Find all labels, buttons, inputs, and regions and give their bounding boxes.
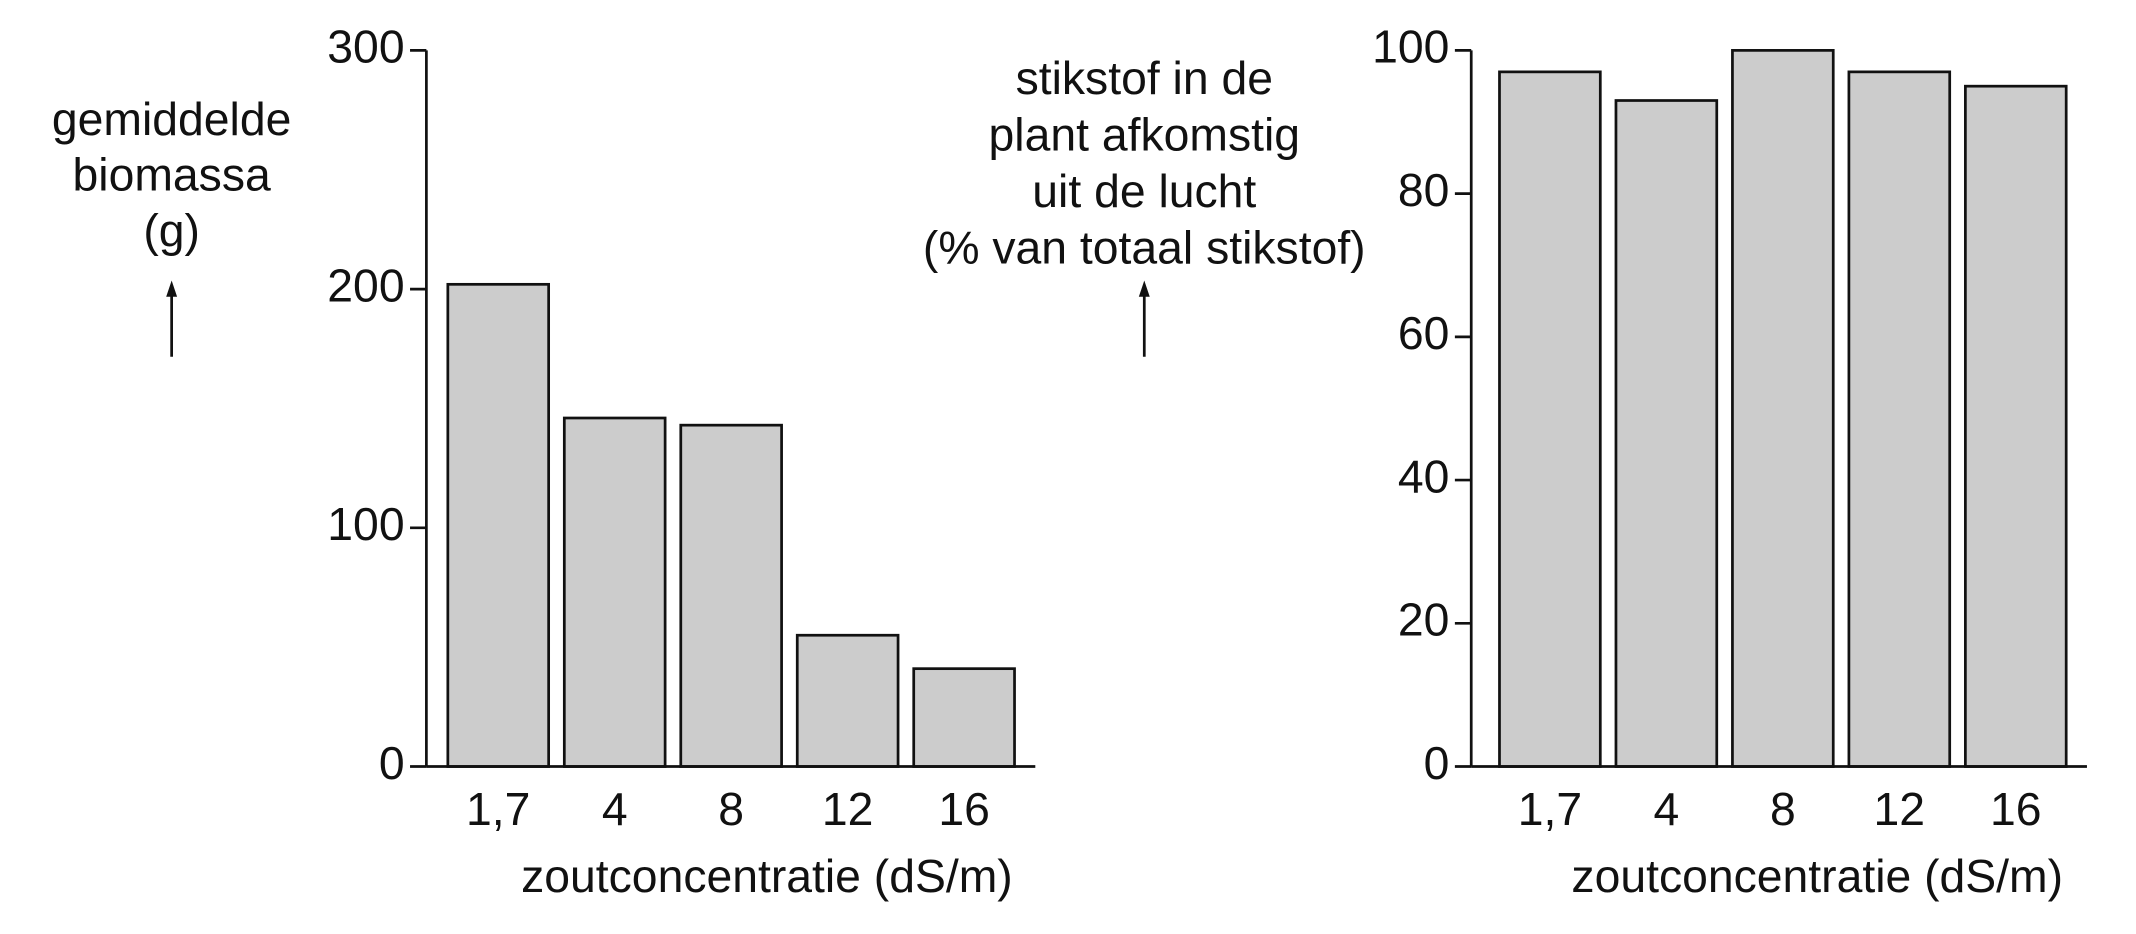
- bar: [446, 282, 551, 768]
- bar: [1731, 49, 1835, 768]
- bar: [562, 416, 667, 768]
- y-tick-label: 40: [1398, 450, 1450, 502]
- bar: [1847, 70, 1952, 768]
- bar: [1964, 84, 2068, 768]
- x-tick-label: 16: [938, 783, 990, 835]
- arrow-head: [1138, 280, 1150, 297]
- x-axis-label: zoutconcentratie (dS/m): [521, 850, 1013, 902]
- y-axis-label: stikstof in de: [1016, 52, 1273, 104]
- y-tick-label: 100: [1372, 21, 1449, 73]
- y-axis-label: uit de lucht: [1032, 165, 1256, 217]
- x-tick-label: 1,7: [466, 783, 530, 835]
- y-tick-label: 100: [327, 498, 404, 550]
- x-tick-label: 12: [822, 783, 874, 835]
- bar: [1498, 70, 1602, 768]
- x-tick-label: 8: [718, 783, 744, 835]
- y-axis-label: plant afkomstig: [989, 108, 1300, 160]
- y-axis-label: (% van totaal stikstof): [923, 221, 1366, 273]
- x-tick-label: 16: [1990, 783, 2042, 835]
- y-tick-label: 0: [1424, 737, 1450, 789]
- y-tick-label: 60: [1398, 307, 1450, 359]
- x-tick-label: 1,7: [1518, 783, 1582, 835]
- bar: [912, 667, 1016, 768]
- x-tick-label: 12: [1874, 783, 1926, 835]
- y-tick-label: 200: [327, 259, 404, 311]
- x-axis-label: zoutconcentratie (dS/m): [1571, 850, 2063, 902]
- bar: [1614, 99, 1719, 768]
- y-tick-label: 80: [1398, 164, 1450, 216]
- x-tick-label: 4: [602, 783, 628, 835]
- bar: [795, 633, 900, 768]
- bar: [679, 423, 783, 768]
- y-axis-label: (g): [143, 204, 200, 256]
- y-tick-label: 0: [379, 737, 405, 789]
- y-axis-label: biomassa: [73, 149, 271, 201]
- x-tick-label: 8: [1770, 783, 1796, 835]
- x-tick-label: 4: [1653, 783, 1679, 835]
- arrow-head: [166, 280, 178, 297]
- y-tick-label: 20: [1398, 594, 1450, 646]
- y-tick-label: 300: [327, 21, 404, 73]
- y-axis-label: gemiddelde: [52, 93, 291, 145]
